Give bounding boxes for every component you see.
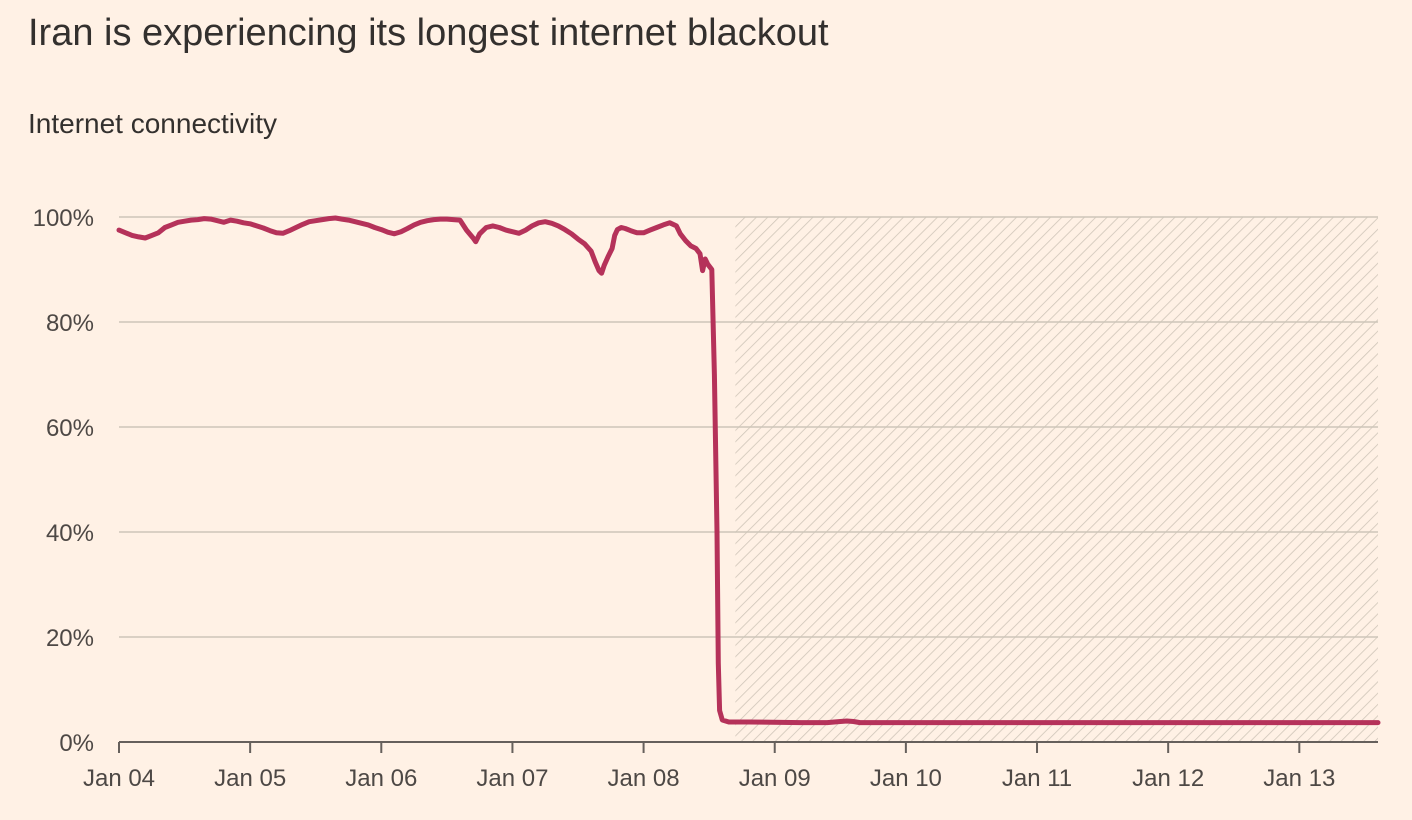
x-tick-label-8: Jan 12: [1132, 765, 1204, 792]
blackout-shaded-region: [735, 217, 1378, 742]
x-axis-layer: [118, 741, 1378, 753]
x-tick-label-3: Jan 07: [476, 765, 548, 792]
y-tick-label-60: 60%: [46, 415, 94, 442]
y-tick-label-20: 20%: [46, 625, 94, 652]
series-layer: [116, 215, 1381, 726]
series-line-0: [116, 215, 1381, 726]
x-tick-label-2: Jan 06: [345, 765, 417, 792]
y-tick-label-100: 100%: [33, 205, 94, 232]
y-tick-labels-layer: 0% 20% 40% 60% 80% 100%: [33, 205, 94, 757]
y-tick-label-40: 40%: [46, 520, 94, 547]
x-tick-label-5: Jan 09: [739, 765, 811, 792]
x-tick-label-1: Jan 05: [214, 765, 286, 792]
blackout-shaded-region-layer: [735, 217, 1378, 742]
x-tick-labels-layer: Jan 04 Jan 05 Jan 06 Jan 07 Jan 08 Jan 09 Jan …: [83, 765, 1335, 792]
x-tick-label-6: Jan 10: [870, 765, 942, 792]
chart-title: Iran is experiencing its longest interne…: [28, 12, 829, 54]
x-tick-label-9: Jan 13: [1263, 765, 1335, 792]
y-tick-label-0: 0%: [59, 730, 94, 757]
x-tick-label-4: Jan 08: [608, 765, 680, 792]
x-tick-label-0: Jan 04: [83, 765, 155, 792]
y-tick-label-80: 80%: [46, 310, 94, 337]
x-tick-label-7: Jan 11: [1002, 765, 1072, 792]
chart-subtitle: Internet connectivity: [28, 108, 278, 139]
